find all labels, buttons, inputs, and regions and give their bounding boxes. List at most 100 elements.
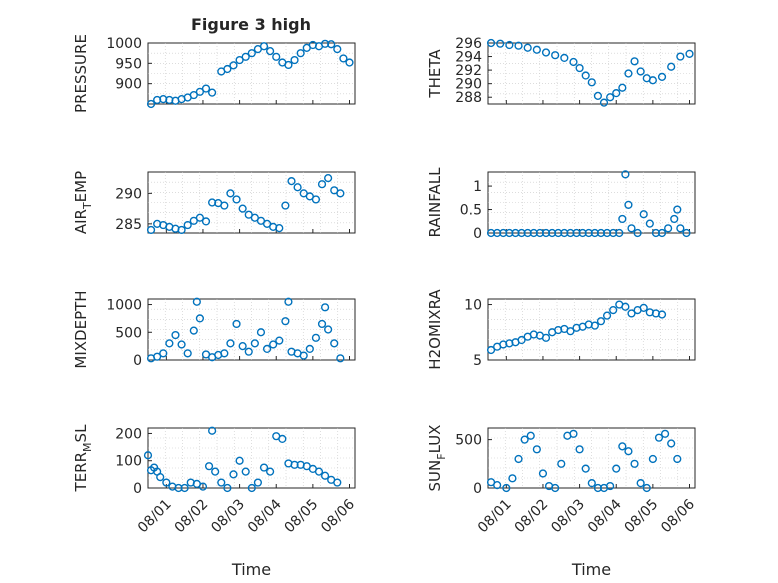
data-point xyxy=(639,210,648,219)
data-point xyxy=(526,431,535,440)
y-tick-label: 0 xyxy=(133,481,142,497)
x-tick-label: 08/04 xyxy=(245,496,285,536)
y-tick-label: 290 xyxy=(455,77,482,93)
data-point xyxy=(618,83,627,92)
data-point xyxy=(162,478,171,487)
data-point xyxy=(223,483,232,493)
data-point xyxy=(281,201,290,210)
data-point xyxy=(299,351,308,360)
data-point xyxy=(645,219,654,228)
data-point xyxy=(676,52,685,61)
data-point xyxy=(486,38,496,48)
data-point xyxy=(630,57,639,66)
data-point xyxy=(633,228,642,238)
data-point xyxy=(272,52,281,61)
axes-terr-msl: 0 100 200 TERRMSL 08/0108/0208/0308/0408/050… xyxy=(72,424,358,579)
data-point xyxy=(266,467,275,476)
data-point xyxy=(195,213,205,222)
data-point xyxy=(262,344,272,354)
y-axis-label: H2OMIXRA xyxy=(426,289,444,370)
y-tick-label: 200 xyxy=(115,426,142,442)
data-point xyxy=(287,177,296,186)
y-tick-label: 500 xyxy=(115,325,142,341)
data-point xyxy=(557,459,566,468)
data-point xyxy=(654,433,664,442)
data-point xyxy=(627,224,636,233)
data-point xyxy=(232,319,241,329)
data-point xyxy=(153,352,162,361)
data-point xyxy=(606,481,615,491)
data-point xyxy=(636,479,645,488)
data-point xyxy=(551,51,560,60)
data-point xyxy=(253,478,263,487)
y-tick-label: 0 xyxy=(473,481,482,497)
data-point xyxy=(284,297,293,306)
data-point xyxy=(587,78,596,87)
data-point xyxy=(247,49,256,58)
axes-mixdepth: 0 500 1000 MIXDEPTH xyxy=(72,290,356,369)
data-point xyxy=(211,467,220,476)
data-point xyxy=(296,49,305,58)
data-point xyxy=(486,345,496,355)
x-tick-label: 08/05 xyxy=(282,496,322,536)
data-point xyxy=(505,40,514,50)
data-point xyxy=(673,454,682,464)
data-point xyxy=(290,55,299,65)
x-tick-label: 08/04 xyxy=(585,496,625,536)
data-point xyxy=(226,339,235,348)
data-point xyxy=(229,470,238,479)
data-point xyxy=(609,305,618,315)
data-point xyxy=(208,426,217,435)
x-tick-label: 08/03 xyxy=(208,496,248,536)
data-point xyxy=(587,479,596,488)
data-point xyxy=(204,462,214,471)
data-point xyxy=(523,43,532,52)
data-point xyxy=(538,469,548,478)
data-point xyxy=(201,217,211,226)
data-point xyxy=(311,195,321,204)
data-point xyxy=(223,64,232,74)
y-tick-label: 900 xyxy=(115,77,142,93)
data-point xyxy=(311,333,321,342)
data-point xyxy=(259,463,269,472)
data-point xyxy=(266,47,275,56)
y-tick-label: 296 xyxy=(455,36,482,52)
data-point xyxy=(235,55,244,65)
data-point xyxy=(551,483,560,493)
data-point xyxy=(532,445,541,454)
data-point xyxy=(330,339,339,348)
y-tick-label: 950 xyxy=(115,56,142,72)
data-point xyxy=(275,336,284,345)
data-point xyxy=(317,180,327,189)
data-point xyxy=(514,41,523,50)
data-point xyxy=(627,309,636,318)
data-point xyxy=(593,91,603,100)
data-point xyxy=(244,347,253,356)
x-tick-label: 08/01 xyxy=(135,496,175,536)
data-point xyxy=(327,40,336,49)
y-tick-label: 1000 xyxy=(106,36,142,52)
data-point xyxy=(657,310,667,319)
data-point xyxy=(618,214,627,224)
x-axis-label: Time xyxy=(231,560,271,579)
data-point xyxy=(618,442,627,451)
data-point xyxy=(189,90,198,100)
y-axis-label: AIRTEMP xyxy=(72,171,94,234)
x-tick-label: 08/06 xyxy=(318,496,358,536)
y-axis-label: MIXDEPTH xyxy=(72,290,90,368)
data-point xyxy=(217,478,226,487)
data-point xyxy=(520,435,529,444)
data-point xyxy=(180,483,189,493)
x-tick-label: 08/05 xyxy=(622,496,662,536)
data-point xyxy=(517,335,526,345)
data-point xyxy=(183,349,192,358)
data-point xyxy=(648,454,657,464)
data-point xyxy=(256,328,266,337)
data-point xyxy=(575,445,584,454)
data-point xyxy=(508,474,517,483)
data-point xyxy=(333,44,342,54)
y-tick-label: 0 xyxy=(133,353,142,369)
x-tick-label: 08/02 xyxy=(172,496,212,536)
y-axis-label: RAINFALL xyxy=(426,167,444,238)
data-point xyxy=(339,54,348,63)
